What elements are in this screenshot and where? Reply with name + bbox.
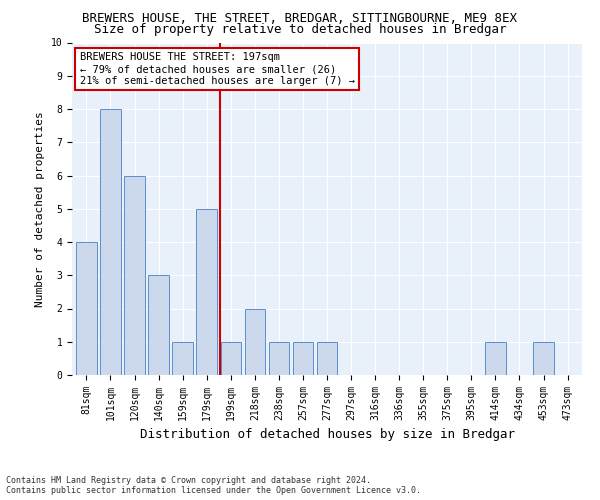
- Bar: [76, 242, 97, 375]
- Text: Size of property relative to detached houses in Bredgar: Size of property relative to detached ho…: [94, 22, 506, 36]
- Bar: [485, 342, 506, 375]
- Bar: [196, 209, 217, 375]
- Bar: [317, 342, 337, 375]
- Text: BREWERS HOUSE, THE STREET, BREDGAR, SITTINGBOURNE, ME9 8EX: BREWERS HOUSE, THE STREET, BREDGAR, SITT…: [83, 12, 517, 26]
- Bar: [533, 342, 554, 375]
- Bar: [172, 342, 193, 375]
- Text: Contains HM Land Registry data © Crown copyright and database right 2024.
Contai: Contains HM Land Registry data © Crown c…: [6, 476, 421, 495]
- Bar: [293, 342, 313, 375]
- Bar: [269, 342, 289, 375]
- Bar: [148, 275, 169, 375]
- Bar: [100, 109, 121, 375]
- Bar: [221, 342, 241, 375]
- Bar: [245, 308, 265, 375]
- Text: BREWERS HOUSE THE STREET: 197sqm
← 79% of detached houses are smaller (26)
21% o: BREWERS HOUSE THE STREET: 197sqm ← 79% o…: [80, 52, 355, 86]
- Bar: [124, 176, 145, 375]
- Y-axis label: Number of detached properties: Number of detached properties: [35, 111, 45, 306]
- X-axis label: Distribution of detached houses by size in Bredgar: Distribution of detached houses by size …: [139, 428, 515, 442]
